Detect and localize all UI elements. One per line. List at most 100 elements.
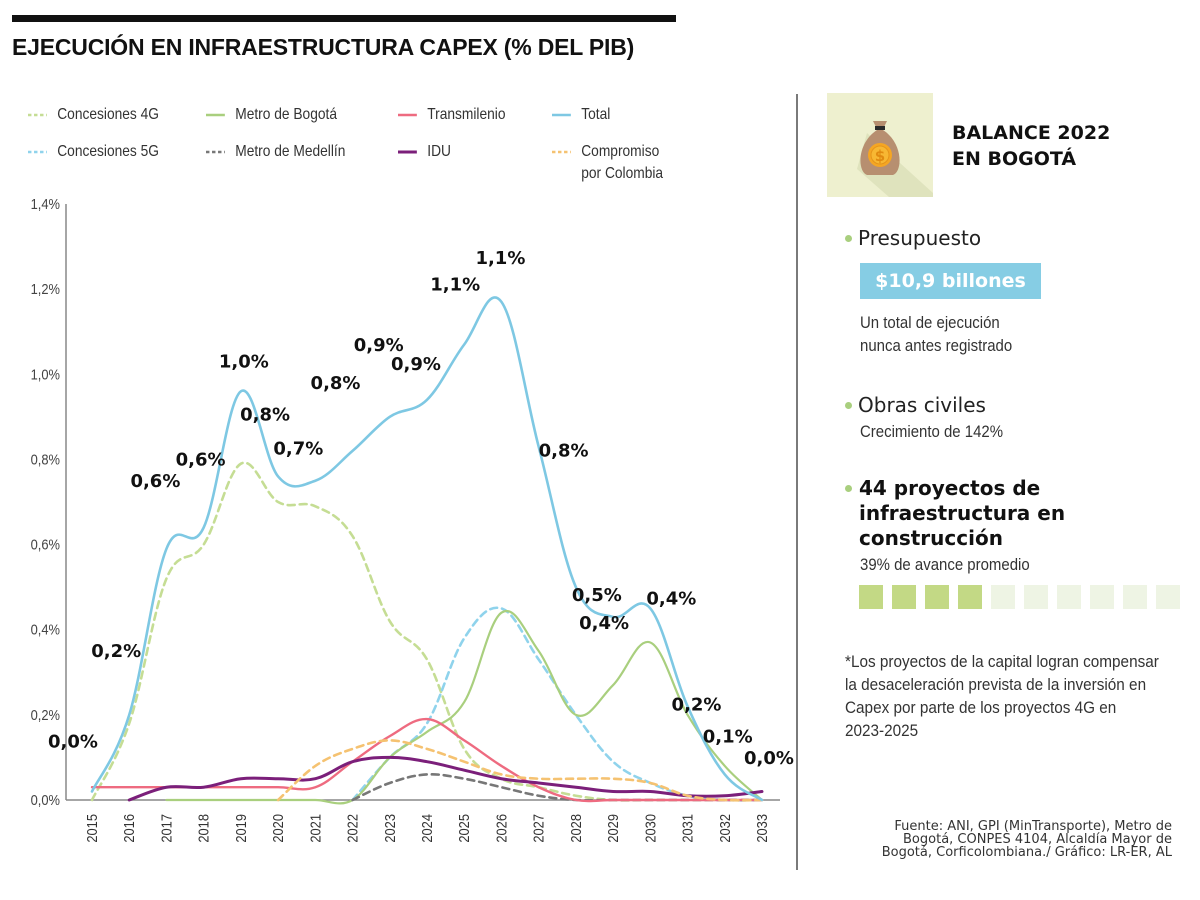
proyectos-description: 39% de avance promedio xyxy=(860,555,1030,574)
data-label: 0,4% xyxy=(646,588,696,609)
legend-swatch-metro-medellin xyxy=(206,141,225,163)
sidebar-title-line: BALANCE 2022 xyxy=(952,122,1111,144)
data-label: 0,6% xyxy=(130,471,180,492)
legend-item-transmilenio: Transmilenio xyxy=(398,104,506,126)
x-tick-label: 2021 xyxy=(306,814,323,843)
x-tick-label: 2025 xyxy=(455,814,472,843)
vertical-divider xyxy=(796,94,798,870)
legend-label: IDU xyxy=(427,143,451,160)
progress-square-empty xyxy=(1090,585,1114,609)
legend-label: Transmilenio xyxy=(427,106,506,123)
progress-square-empty xyxy=(1123,585,1147,609)
x-tick-label: 2028 xyxy=(567,814,584,843)
progress-square-empty xyxy=(1024,585,1048,609)
legend-label: Metro de Bogotá xyxy=(235,106,337,123)
obras-description: Crecimiento de 142% xyxy=(860,422,1004,441)
legend-swatch-metro-bogota xyxy=(206,104,225,126)
line-chart: 0,0% 0,2% 0,4% 0,6% 0,8% 1,0% 1,2% 1,4% 2015 2016… xyxy=(31,195,794,843)
data-label: 0,1% xyxy=(703,726,753,747)
proyectos-title-line: infraestructura en xyxy=(859,501,1066,525)
footnote-line: la desaceleración prevista de la inversi… xyxy=(845,675,1147,694)
series-group xyxy=(90,296,764,805)
y-tick-label: 0,6% xyxy=(31,536,60,553)
data-label: 0,0% xyxy=(744,748,794,769)
legend-swatch-transmilenio xyxy=(398,104,417,126)
y-tick-label: 0,2% xyxy=(31,706,60,723)
data-label: 0,9% xyxy=(354,335,404,356)
legend-label-line: por Colombia xyxy=(581,165,664,182)
progress-square-filled xyxy=(892,585,916,609)
legend-label: Metro de Medellín xyxy=(235,143,346,160)
data-label: 0,9% xyxy=(391,354,441,375)
progress-square-empty xyxy=(1156,585,1180,609)
progress-square-filled xyxy=(925,585,949,609)
bullet-icon xyxy=(845,235,852,242)
y-tick-label: 1,4% xyxy=(31,195,60,212)
x-tick-label: 2022 xyxy=(344,814,361,843)
legend-swatch-concesiones-4g xyxy=(28,104,47,126)
data-label: 1,1% xyxy=(430,274,480,295)
money-bag-icon: $ xyxy=(827,93,933,197)
data-label: 0,8% xyxy=(311,373,361,394)
legend-label-compromiso: Compromiso por Colombia xyxy=(581,141,663,185)
data-label: 0,5% xyxy=(572,585,622,606)
source-line: Fuente: ANI, GPI (MinTransporte), Metro … xyxy=(894,819,1172,834)
presupuesto-label: Presupuesto xyxy=(858,226,982,250)
presupuesto-description: Un total de ejecución nunca antes regist… xyxy=(860,311,1012,357)
x-tick-label: 2019 xyxy=(232,814,249,843)
bullet-icon xyxy=(845,402,852,409)
x-tick-label: 2031 xyxy=(679,814,696,843)
series-line-total xyxy=(90,296,764,802)
progress-square-empty xyxy=(1057,585,1081,609)
y-tick-label: 0,4% xyxy=(31,621,60,638)
progress-squares xyxy=(859,585,1180,609)
obras-label: Obras civiles xyxy=(858,393,986,417)
footnote-line: 2023-2025 xyxy=(845,721,919,740)
progress-square-empty xyxy=(991,585,1015,609)
x-tick-label: 2029 xyxy=(604,814,621,843)
data-label: 1,1% xyxy=(475,248,525,269)
y-tick-label: 1,0% xyxy=(31,365,60,382)
progress-square-filled xyxy=(859,585,883,609)
data-label: 0,2% xyxy=(672,694,722,715)
footnote-line: *Los proyectos de la capital logran comp… xyxy=(845,652,1159,671)
x-tick-label: 2015 xyxy=(83,814,100,843)
sidebar-title-line: EN BOGOTÁ xyxy=(952,148,1077,170)
legend-item-concesiones-4g: Concesiones 4G xyxy=(28,104,159,126)
series-line-concesiones5g xyxy=(351,606,764,802)
source-line: Bogotá, CONPES 4104, Alcaldía Mayor de xyxy=(903,832,1172,847)
svg-text:$: $ xyxy=(875,147,885,165)
data-labels: 0,0% 0,2% 0,6%0,6% 1,0% 0,8% 0,7% 0,8% 0,9%0,9%… xyxy=(48,248,794,769)
proyectos-title-line: 44 proyectos de xyxy=(859,476,1041,500)
data-label: 0,4% xyxy=(579,613,629,634)
legend-label: Total xyxy=(581,106,611,123)
chart-title: EJECUCIÓN EN INFRAESTRUCTURA CAPEX (% DE… xyxy=(12,34,635,60)
x-tick-label: 2023 xyxy=(381,814,398,843)
legend-label-line: Compromiso xyxy=(581,143,660,160)
series-line-compromiso xyxy=(276,739,764,802)
x-tick-label: 2020 xyxy=(269,814,286,843)
description-line: nunca antes registrado xyxy=(860,336,1013,355)
description-line: Un total de ejecución xyxy=(860,313,1000,332)
legend-item-compromiso: Compromiso por Colombia xyxy=(552,141,663,185)
x-tick-label: 2017 xyxy=(158,814,175,843)
legend-item-metro-bogota: Metro de Bogotá xyxy=(206,104,337,126)
data-label: 1,0% xyxy=(219,351,269,372)
series-line-metroMedellin xyxy=(351,773,764,802)
x-tick-label: 2027 xyxy=(530,814,547,843)
x-tick-label: 2018 xyxy=(195,814,212,843)
legend-item-idu: IDU xyxy=(398,141,451,163)
data-label: 0,2% xyxy=(91,641,141,662)
legend-label: Concesiones 4G xyxy=(57,106,159,123)
data-label: 0,7% xyxy=(273,439,323,460)
data-label: 0,8% xyxy=(539,441,589,462)
footnote: *Los proyectos de la capital logran comp… xyxy=(845,650,1169,742)
x-tick-label: 2033 xyxy=(753,814,770,843)
bullet-icon xyxy=(845,485,852,492)
legend-swatch-compromiso xyxy=(552,141,571,163)
top-rule xyxy=(12,15,676,22)
y-tick-label: 1,2% xyxy=(31,280,60,297)
data-label: 0,0% xyxy=(48,731,98,752)
source-credit: Fuente: ANI, GPI (MinTransporte), Metro … xyxy=(832,820,1172,859)
legend-swatch-total xyxy=(552,104,571,126)
